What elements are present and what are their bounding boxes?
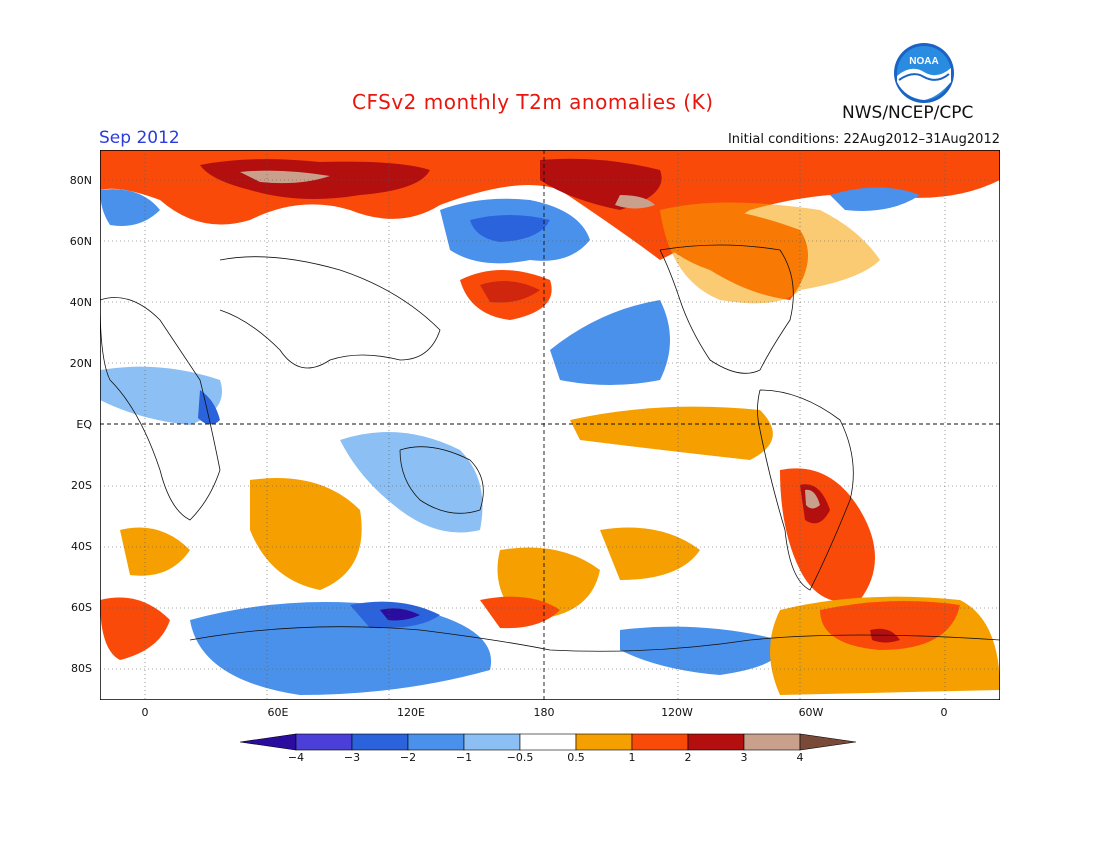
lat-label-20n: 20N bbox=[69, 357, 92, 370]
colorbar-label-minus3: −3 bbox=[343, 751, 361, 764]
equatorial-warm bbox=[570, 406, 773, 460]
lon-label-120e: 120E bbox=[397, 706, 425, 719]
lon-label-60w: 60W bbox=[798, 706, 824, 719]
forecast-month: Sep 2012 bbox=[99, 128, 180, 148]
colorbar-label-1: 1 bbox=[628, 751, 636, 764]
lon-label-60e: 60E bbox=[267, 706, 289, 719]
colorbar-cell-min bbox=[240, 733, 297, 751]
colorbar-label-minus0-5: −0.5 bbox=[506, 751, 534, 764]
noaa-logo: NOAA bbox=[894, 43, 954, 103]
pacific-cold bbox=[550, 300, 670, 385]
colorbar-label-4: 4 bbox=[796, 751, 804, 764]
lon-label-120w: 120W bbox=[661, 706, 693, 719]
colorbar-cell bbox=[407, 733, 465, 751]
colorbar-cell bbox=[463, 733, 521, 751]
colorbar-label-minus2: −2 bbox=[399, 751, 417, 764]
colorbar-label-3: 3 bbox=[740, 751, 748, 764]
colorbar-cell bbox=[743, 733, 801, 751]
colorbar-label-0-5: 0.5 bbox=[567, 751, 585, 764]
colorbar-label-2: 2 bbox=[684, 751, 692, 764]
lat-label-80n: 80N bbox=[69, 174, 92, 187]
lat-label-40s: 40S bbox=[71, 540, 92, 553]
lat-label-60s: 60S bbox=[71, 601, 92, 614]
lat-label-eq: EQ bbox=[76, 418, 92, 431]
lon-label-0: 0 bbox=[141, 706, 149, 719]
map-title: CFSv2 monthly T2m anomalies (K) bbox=[352, 90, 714, 114]
colorbar-label-minus4: −4 bbox=[287, 751, 305, 764]
colorbar-cell bbox=[575, 733, 633, 751]
lat-label-80s: 80S bbox=[71, 662, 92, 675]
coastlines bbox=[100, 244, 1000, 652]
anomaly-map bbox=[100, 150, 1000, 700]
initial-conditions: Initial conditions: 22Aug2012–31Aug2012 bbox=[727, 132, 1000, 147]
colorbar bbox=[240, 733, 857, 751]
colorbar-cell bbox=[351, 733, 409, 751]
colorbar-cell bbox=[295, 733, 353, 751]
colorbar-cell bbox=[519, 733, 577, 751]
colorbar-cell-max bbox=[799, 733, 857, 751]
southern-ocean-cold bbox=[190, 602, 492, 695]
lon-label-180: 180 bbox=[533, 706, 555, 719]
colorbar-label-minus1: −1 bbox=[455, 751, 473, 764]
colorbar-cell bbox=[631, 733, 689, 751]
svg-text:NOAA: NOAA bbox=[909, 56, 938, 67]
indo-pacific-cold bbox=[340, 432, 483, 533]
colorbar-cell bbox=[687, 733, 745, 751]
lat-label-20s: 20S bbox=[71, 479, 92, 492]
agency-label: NWS/NCEP/CPC bbox=[842, 103, 974, 123]
lon-label-0-east: 0 bbox=[940, 706, 948, 719]
lat-label-40n: 40N bbox=[69, 296, 92, 309]
lat-label-60n: 60N bbox=[69, 235, 92, 248]
